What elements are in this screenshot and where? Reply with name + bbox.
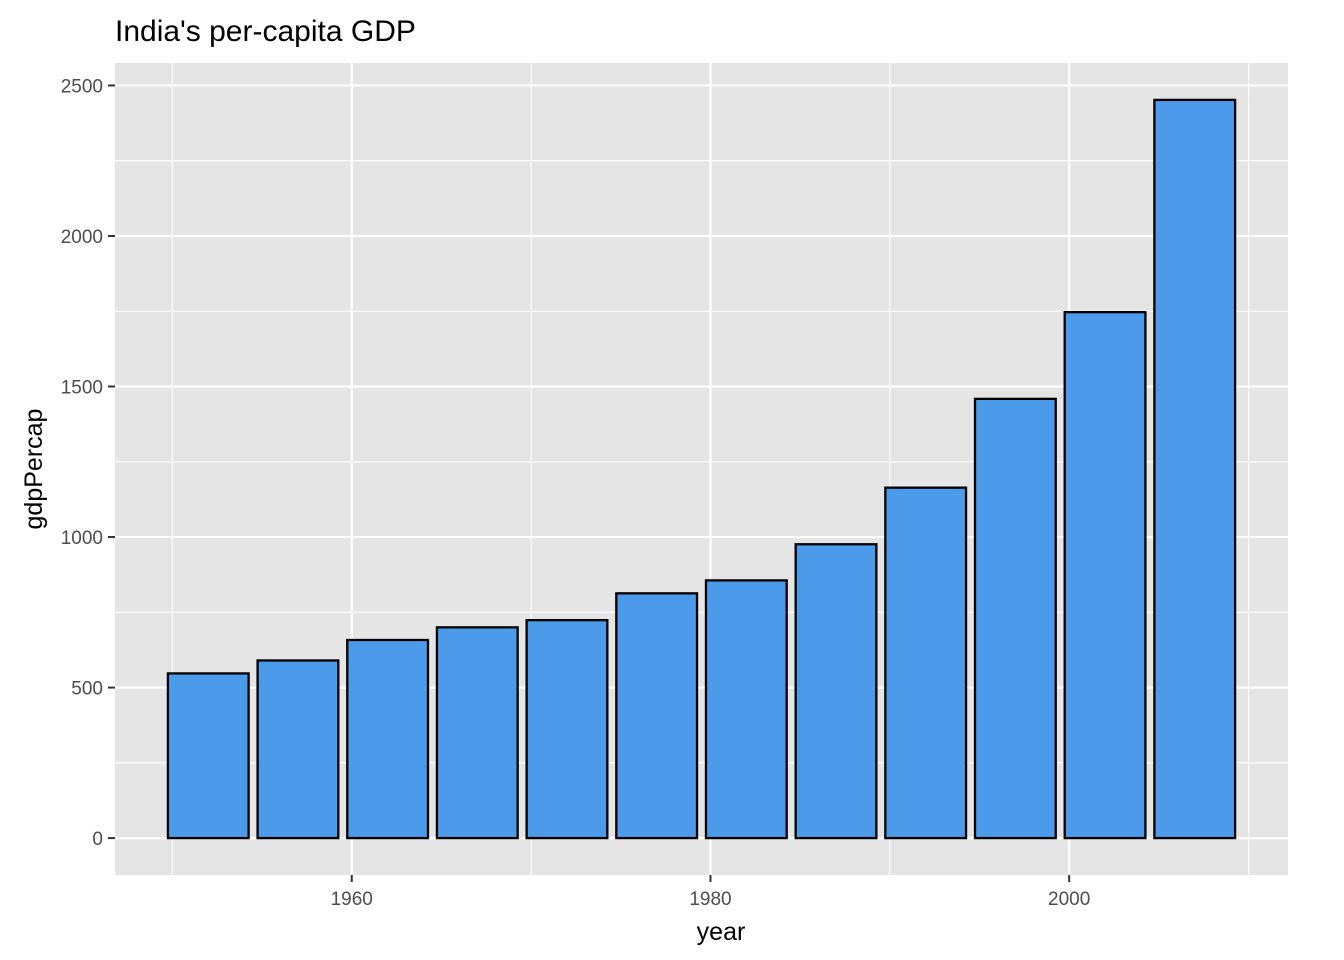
bar-1997 [973,397,1057,840]
y-axis: 0 500 1000 1500 2000 2500 [61,76,115,850]
bar-1972 [525,618,609,840]
bar-1967 [435,626,519,840]
x-tick-label: 2000 [1048,889,1090,910]
x-tick-label: 1960 [331,889,373,910]
bar-1992 [884,486,968,840]
bar-2002 [1063,311,1147,840]
bar-1962 [346,638,430,840]
y-tick-label: 1000 [61,528,103,549]
chart-title: India's per-capita GDP [115,15,416,48]
bar-2007 [1153,98,1237,840]
x-tick-label: 1980 [689,889,731,910]
bars [166,98,1237,840]
y-tick-label: 1500 [61,378,103,399]
y-tick-label: 0 [92,829,103,850]
bar-1987 [794,543,878,840]
bar-1982 [704,579,788,840]
bar-1977 [615,592,699,840]
bar-1952 [166,672,250,840]
y-axis-title: gdpPercap [20,409,48,530]
bar-1957 [256,659,340,840]
y-tick-label: 500 [71,679,103,700]
x-axis-title: year [697,918,746,946]
y-tick-label: 2000 [61,227,103,248]
x-axis: 1960 1980 2000 [331,875,1090,910]
y-tick-label: 2500 [61,76,103,97]
